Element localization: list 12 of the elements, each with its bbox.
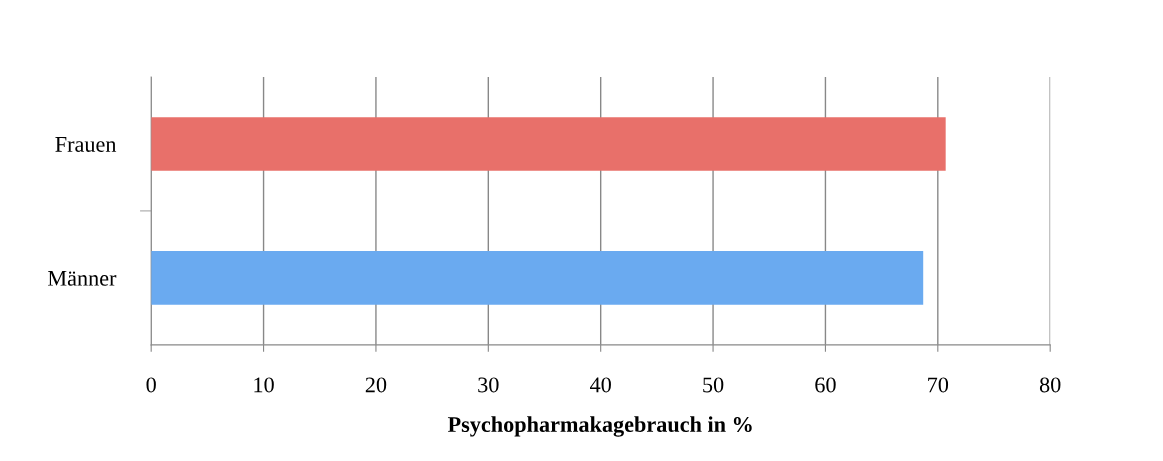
x-tick-label: 40: [590, 377, 611, 393]
x-tick-label: 20: [365, 377, 387, 393]
x-tick-label: 0: [146, 377, 156, 393]
x-tick-label: 50: [703, 377, 724, 393]
x-tick-label: 10: [254, 377, 274, 393]
x-tick-label: 30: [478, 377, 499, 393]
x-tick-label: 60: [815, 377, 836, 393]
y-tick-label: Männer: [48, 271, 117, 286]
x-axis-title: Psychopharmakagebrauch in %: [447, 416, 752, 437]
x-tick-label: 80: [1039, 377, 1061, 393]
x-tick-label: 70: [928, 377, 949, 393]
y-tick-label: Frauen: [55, 137, 117, 152]
